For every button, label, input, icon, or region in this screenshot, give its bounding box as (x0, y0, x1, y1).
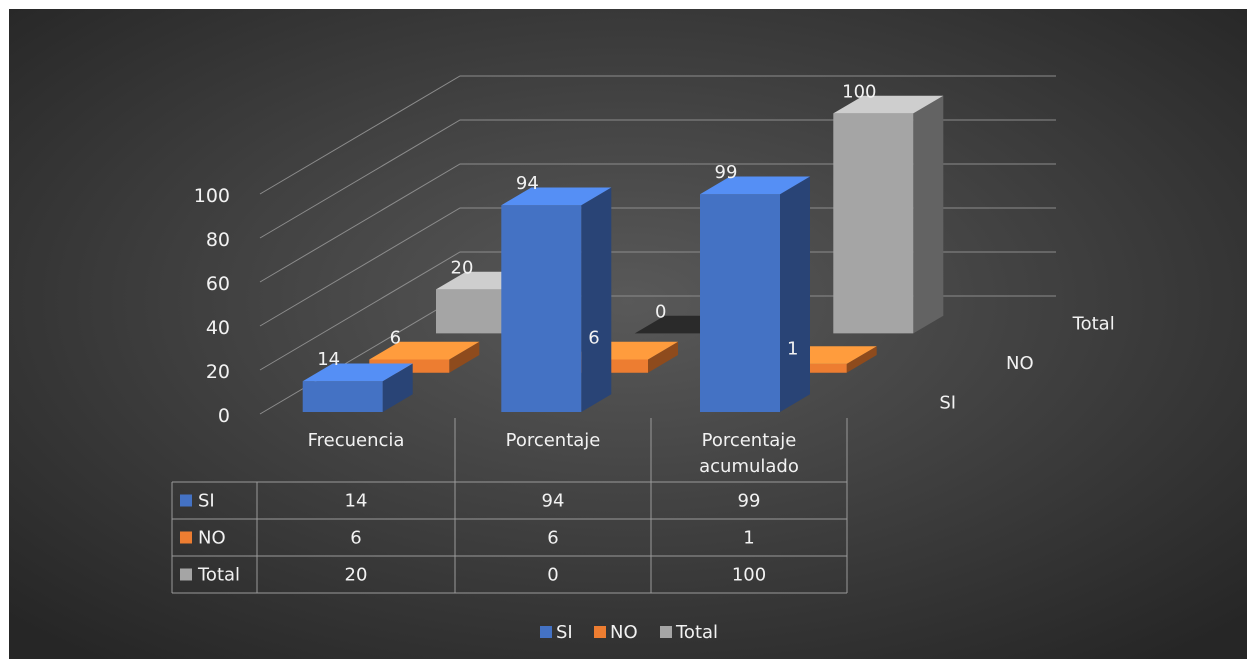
table-legend-key (180, 568, 192, 581)
bar-side-face (382, 363, 413, 412)
data-label: 14 (317, 349, 340, 370)
bar-si-1 (302, 363, 413, 412)
bar-side-face (581, 187, 612, 412)
legend-swatch (660, 626, 672, 638)
bar-si-2 (501, 187, 612, 412)
y-tick-label: 0 (218, 405, 230, 427)
table-cell: 100 (732, 565, 766, 586)
table-row-header: Total (197, 565, 240, 586)
bar-top-face (833, 95, 944, 114)
table-cell: 1 (743, 528, 754, 549)
table-cell: 0 (547, 565, 558, 586)
bar-top-face (700, 176, 810, 195)
bars (302, 95, 944, 412)
depth-axis-label: Total (1072, 314, 1115, 335)
legend-swatch (594, 626, 606, 638)
depth-axis-label: SI (939, 392, 956, 413)
bar-top-face (501, 187, 612, 206)
data-label: 20 (451, 257, 474, 278)
y-tick-label: 40 (206, 317, 230, 339)
table-cell: 94 (542, 491, 565, 512)
table-cell: 6 (547, 528, 558, 549)
data-table: Frecuencia Porcentaje Porcentaje acumulado S… (171, 418, 848, 594)
bar-top-face (302, 363, 413, 382)
chart-background (9, 9, 1247, 659)
y-tick-label: 60 (206, 273, 230, 295)
legend-swatch (540, 626, 552, 638)
legend-label: SI (556, 622, 573, 643)
bar-side-face (780, 176, 810, 412)
table-cell: 99 (738, 491, 761, 512)
y-tick-label: 20 (206, 361, 230, 383)
table-legend-key (180, 531, 192, 544)
table-row-header: SI (198, 491, 215, 512)
bar-si-3 (700, 176, 810, 412)
table-cell: 20 (345, 565, 368, 586)
table-column-header: Frecuencia (308, 430, 405, 451)
data-label: 6 (588, 328, 599, 349)
bar-front-face (436, 289, 516, 334)
bar-side-face (449, 341, 480, 373)
legend-label: NO (610, 622, 638, 643)
bar-front-face (700, 194, 780, 412)
data-label: 0 (655, 301, 666, 322)
depth-axis-labels: SI NO Total (939, 314, 1114, 414)
bar-front-face (302, 381, 383, 412)
table-column-header: Porcentaje (506, 430, 601, 451)
gridline (259, 75, 1056, 195)
table-column-header: acumulado (699, 456, 799, 477)
data-labels: 20 0 100 6 6 1 14 94 99 (317, 81, 876, 370)
bar-front-face (833, 113, 914, 334)
data-label: 100 (842, 81, 876, 102)
legend: SI NO Total (540, 622, 718, 643)
data-label: 99 (715, 162, 738, 183)
data-label: 1 (787, 339, 798, 360)
table-column-header: Porcentaje (702, 430, 797, 451)
bar-top-face (369, 341, 480, 360)
y-tick-label: 100 (194, 185, 230, 207)
y-axis-ticks: 0 20 40 60 80 100 (194, 185, 230, 427)
table-cell: 14 (345, 491, 368, 512)
bar-side-face (846, 346, 877, 373)
depth-axis-label: NO (1006, 353, 1034, 374)
bar-side-face (648, 341, 678, 373)
table-legend-key (180, 494, 192, 507)
bar-front-face (501, 205, 582, 412)
table-row-header: NO (198, 528, 226, 549)
bar-total-3 (833, 95, 944, 334)
data-label: 6 (390, 328, 401, 349)
bar-side-face (913, 95, 944, 334)
legend-label: Total (675, 622, 718, 643)
data-label: 94 (516, 173, 539, 194)
y-tick-label: 80 (206, 229, 230, 251)
table-cell: 6 (350, 528, 361, 549)
